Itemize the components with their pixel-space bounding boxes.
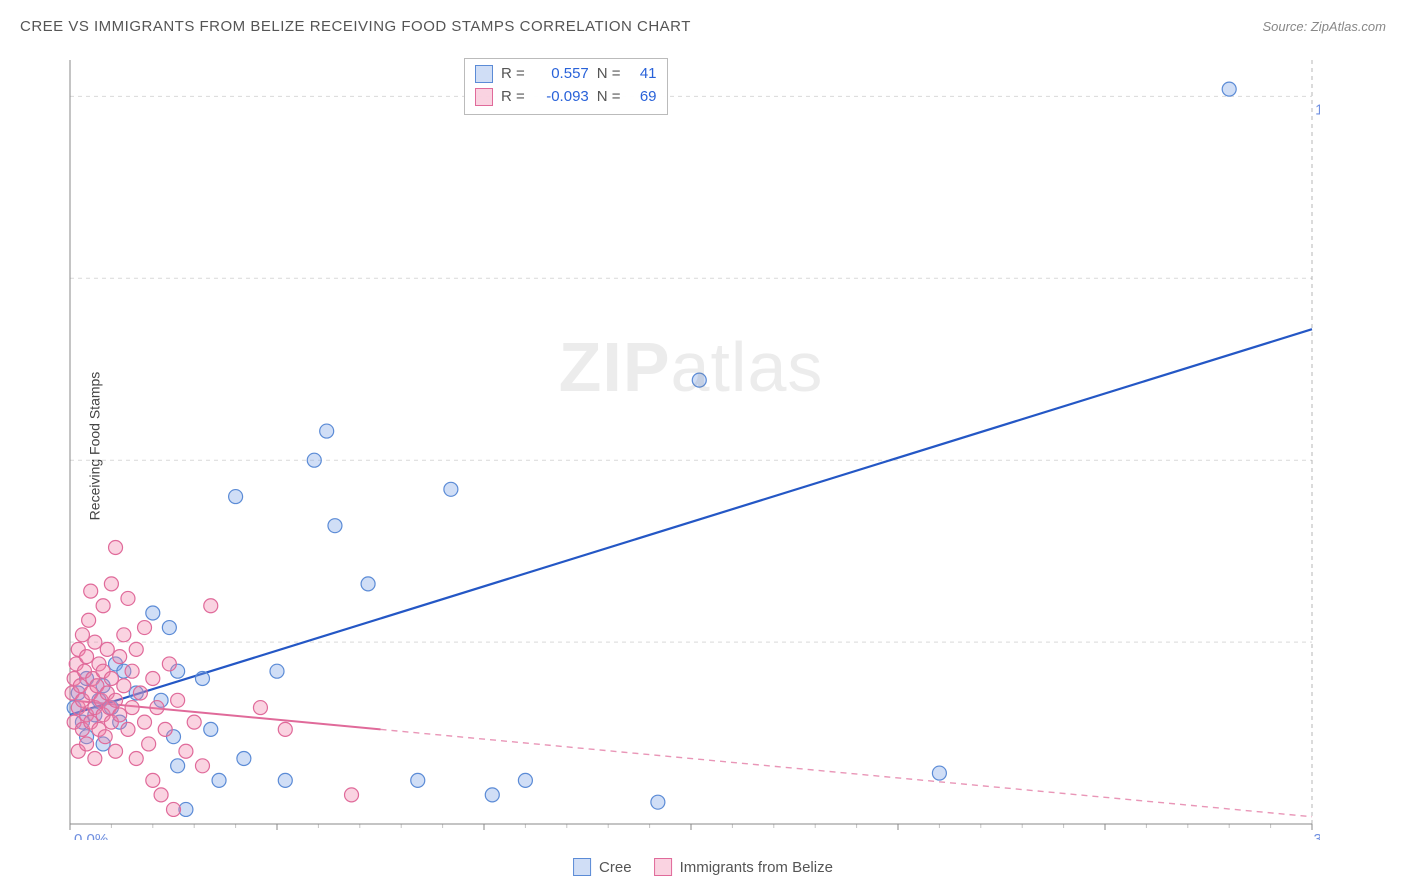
stats-row-belize: R = -0.093 N = 69 bbox=[475, 86, 657, 109]
stats-row-cree: R = 0.557 N = 41 bbox=[475, 63, 657, 86]
svg-text:100.0%: 100.0% bbox=[1315, 101, 1320, 118]
legend-label-belize: Immigrants from Belize bbox=[680, 859, 833, 876]
n-label: N = bbox=[597, 86, 621, 109]
svg-text:30.0%: 30.0% bbox=[1313, 831, 1320, 840]
stats-box: R = 0.557 N = 41 R = -0.093 N = 69 bbox=[464, 58, 668, 115]
r-value-cree: 0.557 bbox=[533, 63, 589, 86]
chart-title: CREE VS IMMIGRANTS FROM BELIZE RECEIVING… bbox=[20, 18, 691, 35]
source: Source: ZipAtlas.com bbox=[1262, 19, 1386, 34]
n-value-cree: 41 bbox=[629, 63, 657, 86]
legend-item-cree: Cree bbox=[573, 858, 632, 876]
r-label: R = bbox=[501, 63, 525, 86]
n-label: N = bbox=[597, 63, 621, 86]
n-value-belize: 69 bbox=[629, 86, 657, 109]
swatch-cree bbox=[475, 65, 493, 83]
legend-swatch-cree bbox=[573, 858, 591, 876]
legend-swatch-belize bbox=[654, 858, 672, 876]
source-value: ZipAtlas.com bbox=[1311, 19, 1386, 34]
swatch-belize bbox=[475, 88, 493, 106]
legend-item-belize: Immigrants from Belize bbox=[654, 858, 833, 876]
chart-svg: 25.0%50.0%75.0%100.0%0.0%30.0% bbox=[62, 52, 1320, 840]
header: CREE VS IMMIGRANTS FROM BELIZE RECEIVING… bbox=[20, 18, 1386, 35]
legend-label-cree: Cree bbox=[599, 859, 632, 876]
r-value-belize: -0.093 bbox=[533, 86, 589, 109]
source-label: Source: bbox=[1262, 19, 1310, 34]
bottom-legend: Cree Immigrants from Belize bbox=[573, 858, 833, 876]
svg-text:0.0%: 0.0% bbox=[74, 831, 108, 840]
r-label: R = bbox=[501, 86, 525, 109]
correlation-chart: ZIPatlas 25.0%50.0%75.0%100.0%0.0%30.0% bbox=[62, 52, 1320, 840]
